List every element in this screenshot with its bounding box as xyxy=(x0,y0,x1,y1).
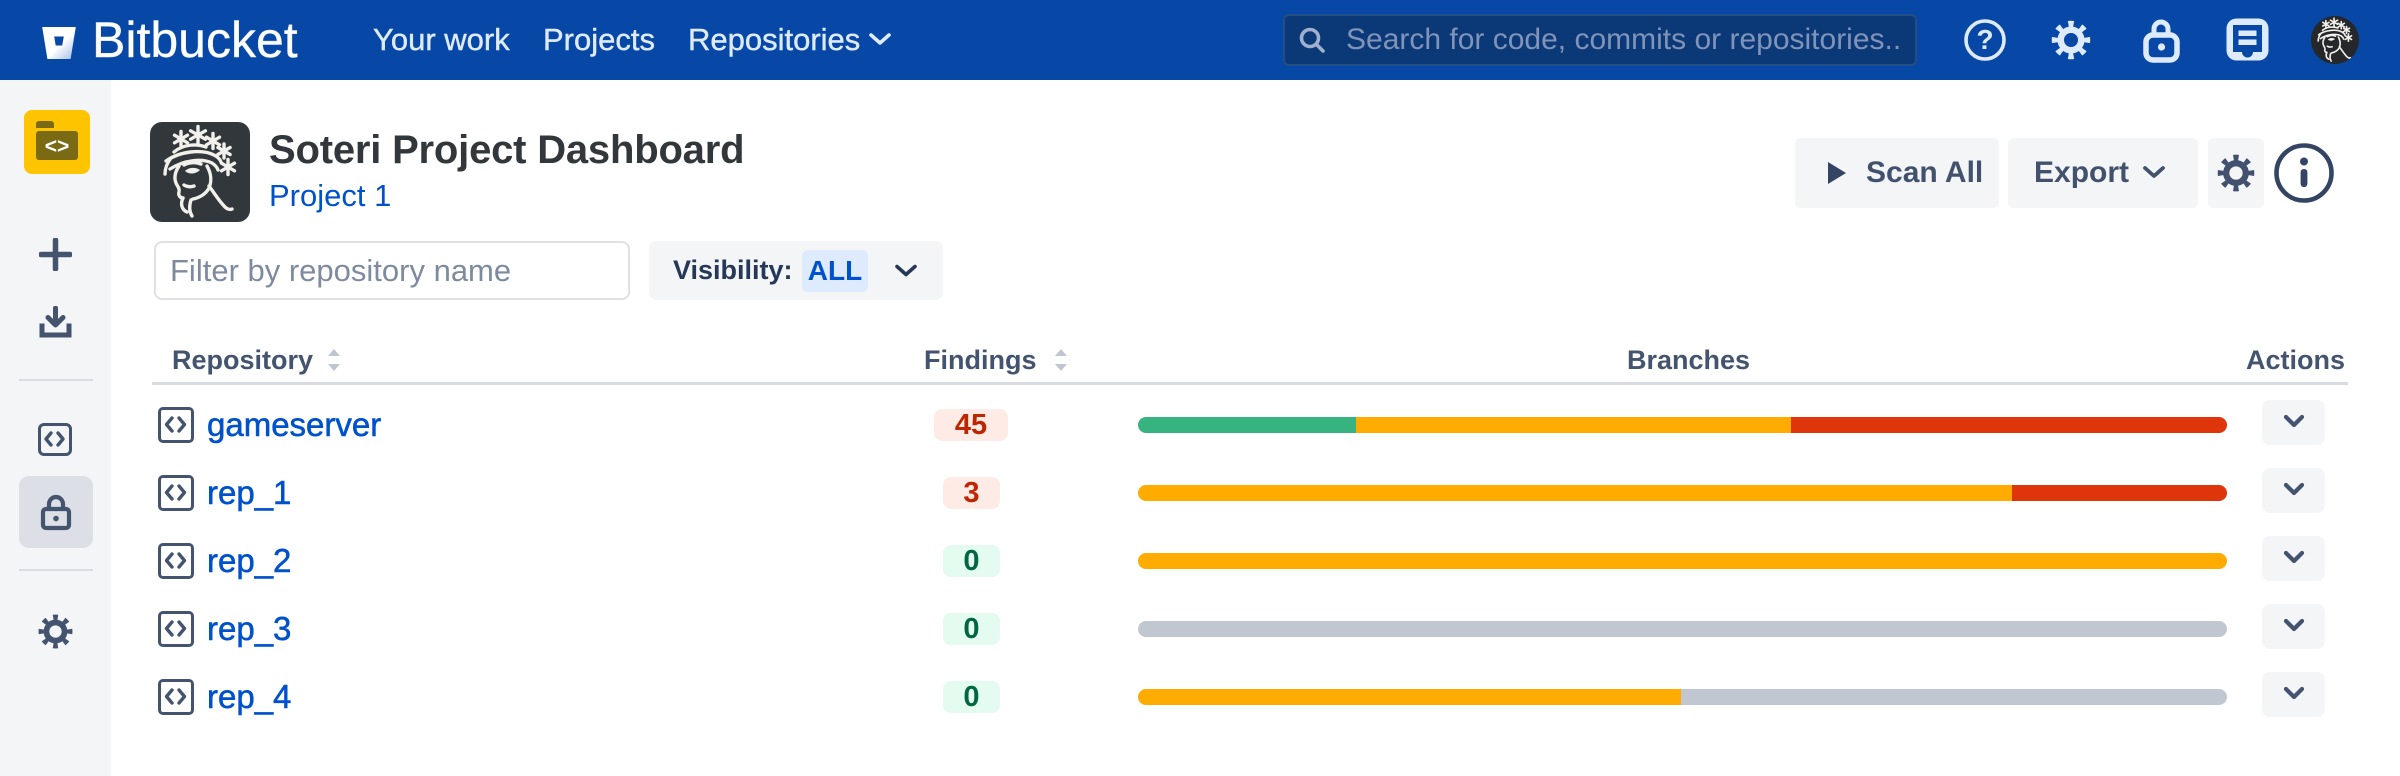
svg-text:<>: <> xyxy=(45,135,70,158)
svg-text:?: ? xyxy=(1976,24,1993,55)
